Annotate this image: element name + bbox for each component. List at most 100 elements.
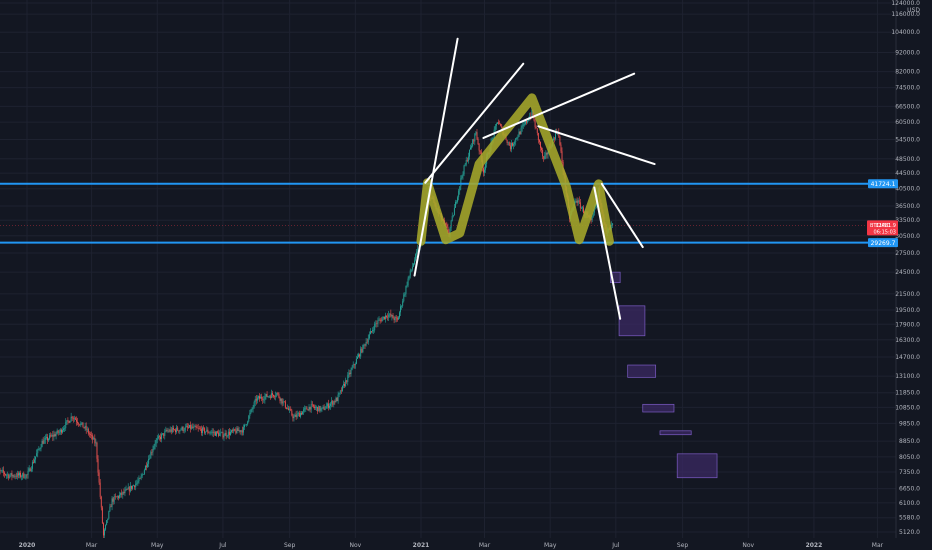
candle-body [220,432,222,434]
candle-body [171,427,173,432]
candle-body [394,317,396,321]
candle-body [120,492,122,495]
candle-body [212,431,214,433]
candle-body [80,423,82,426]
candle-body [42,440,44,444]
trend-lines[interactable] [413,37,656,320]
candle-body [154,443,156,446]
candle-body [102,523,104,536]
candle-body [124,490,126,494]
candle-body [518,131,520,137]
candle-body [160,436,161,440]
candle-body [555,132,557,140]
candle-body [498,122,499,124]
trend-line[interactable] [413,37,459,277]
y-tick-label: 8850.0 [899,438,920,445]
candle-body [546,153,548,155]
candle-body [256,397,258,401]
projection-box[interactable] [659,430,692,436]
x-tick-label: Nov [742,542,754,549]
candle-body [414,260,415,264]
candle-body [382,316,384,319]
candle-body [496,122,498,124]
trend-line[interactable] [424,62,525,184]
trend-line[interactable] [482,72,636,139]
candle-body [72,418,74,419]
candle-body [119,494,121,498]
candle-body [466,160,468,162]
candle-body [530,116,532,117]
candle-body [166,430,168,431]
candle-body [380,319,382,322]
candle-body [372,330,374,332]
candle-body [390,313,392,317]
last-price-value: 32481.9 [875,223,896,229]
candle-body [190,424,192,429]
candle-body [174,429,175,431]
candle-body [492,138,494,140]
projection-boxes[interactable] [610,271,718,479]
candle-body [49,435,51,439]
candle-body [521,126,523,128]
candle-body [579,202,581,209]
candle-body [369,331,371,335]
candle-body [355,358,357,364]
time-scale-background[interactable] [0,538,896,550]
candle-body [142,474,144,475]
candle-body [50,435,52,437]
candle-body [70,416,72,422]
pattern-overlay[interactable] [416,93,614,246]
candle-body [450,220,452,228]
candle-body [245,424,246,426]
candle-body [249,413,251,416]
candle-body [547,151,549,155]
y-tick-label: 92000.0 [895,50,920,57]
candle-body [408,275,410,279]
candle-body [330,403,332,406]
candle-body [19,472,20,476]
candle-body [143,470,145,475]
candle-body [275,395,277,397]
candle-body [118,496,119,498]
candle-body [514,142,516,144]
pattern-overlay-path[interactable] [416,93,614,246]
y-tick-label: 9850.0 [899,420,920,427]
projection-box[interactable] [627,364,657,378]
candle-body [542,150,544,157]
candle-body [66,420,68,422]
candle-body [345,380,347,387]
candle-body [71,416,73,419]
candle-body [545,153,547,156]
price-scale-background[interactable] [896,0,932,550]
candle-body [130,485,132,489]
trend-line[interactable] [600,182,644,249]
candle-body [357,356,358,359]
trend-line[interactable] [593,186,622,320]
candle-body [199,428,201,430]
candle-body [132,485,133,489]
y-tick-label: 5580.0 [899,515,920,522]
candle-body [323,406,325,410]
candle-body [203,427,204,429]
y-tick-label: 27500.0 [895,250,920,257]
candle-body [306,407,308,410]
trend-line[interactable] [537,125,656,166]
projection-box[interactable] [610,271,621,283]
projection-box[interactable] [642,403,675,413]
candle-body [127,487,129,490]
candle-body [112,498,114,502]
candle-body [149,458,151,460]
candle-body [99,482,101,497]
projection-box[interactable] [618,305,646,337]
candle-body [144,465,146,471]
candle-body [10,473,12,476]
projection-box[interactable] [676,453,718,479]
candle-body [100,496,102,508]
candle-body [294,414,296,417]
candle-body [106,520,108,525]
candle-body [228,431,230,436]
level-price-label: 41724.1 [871,181,896,188]
x-axis-labels: 2020 Mar May Jul Sep Nov 2021 Mar May Jul Sep Nov 20… [19,542,884,549]
candle-body [297,413,299,415]
